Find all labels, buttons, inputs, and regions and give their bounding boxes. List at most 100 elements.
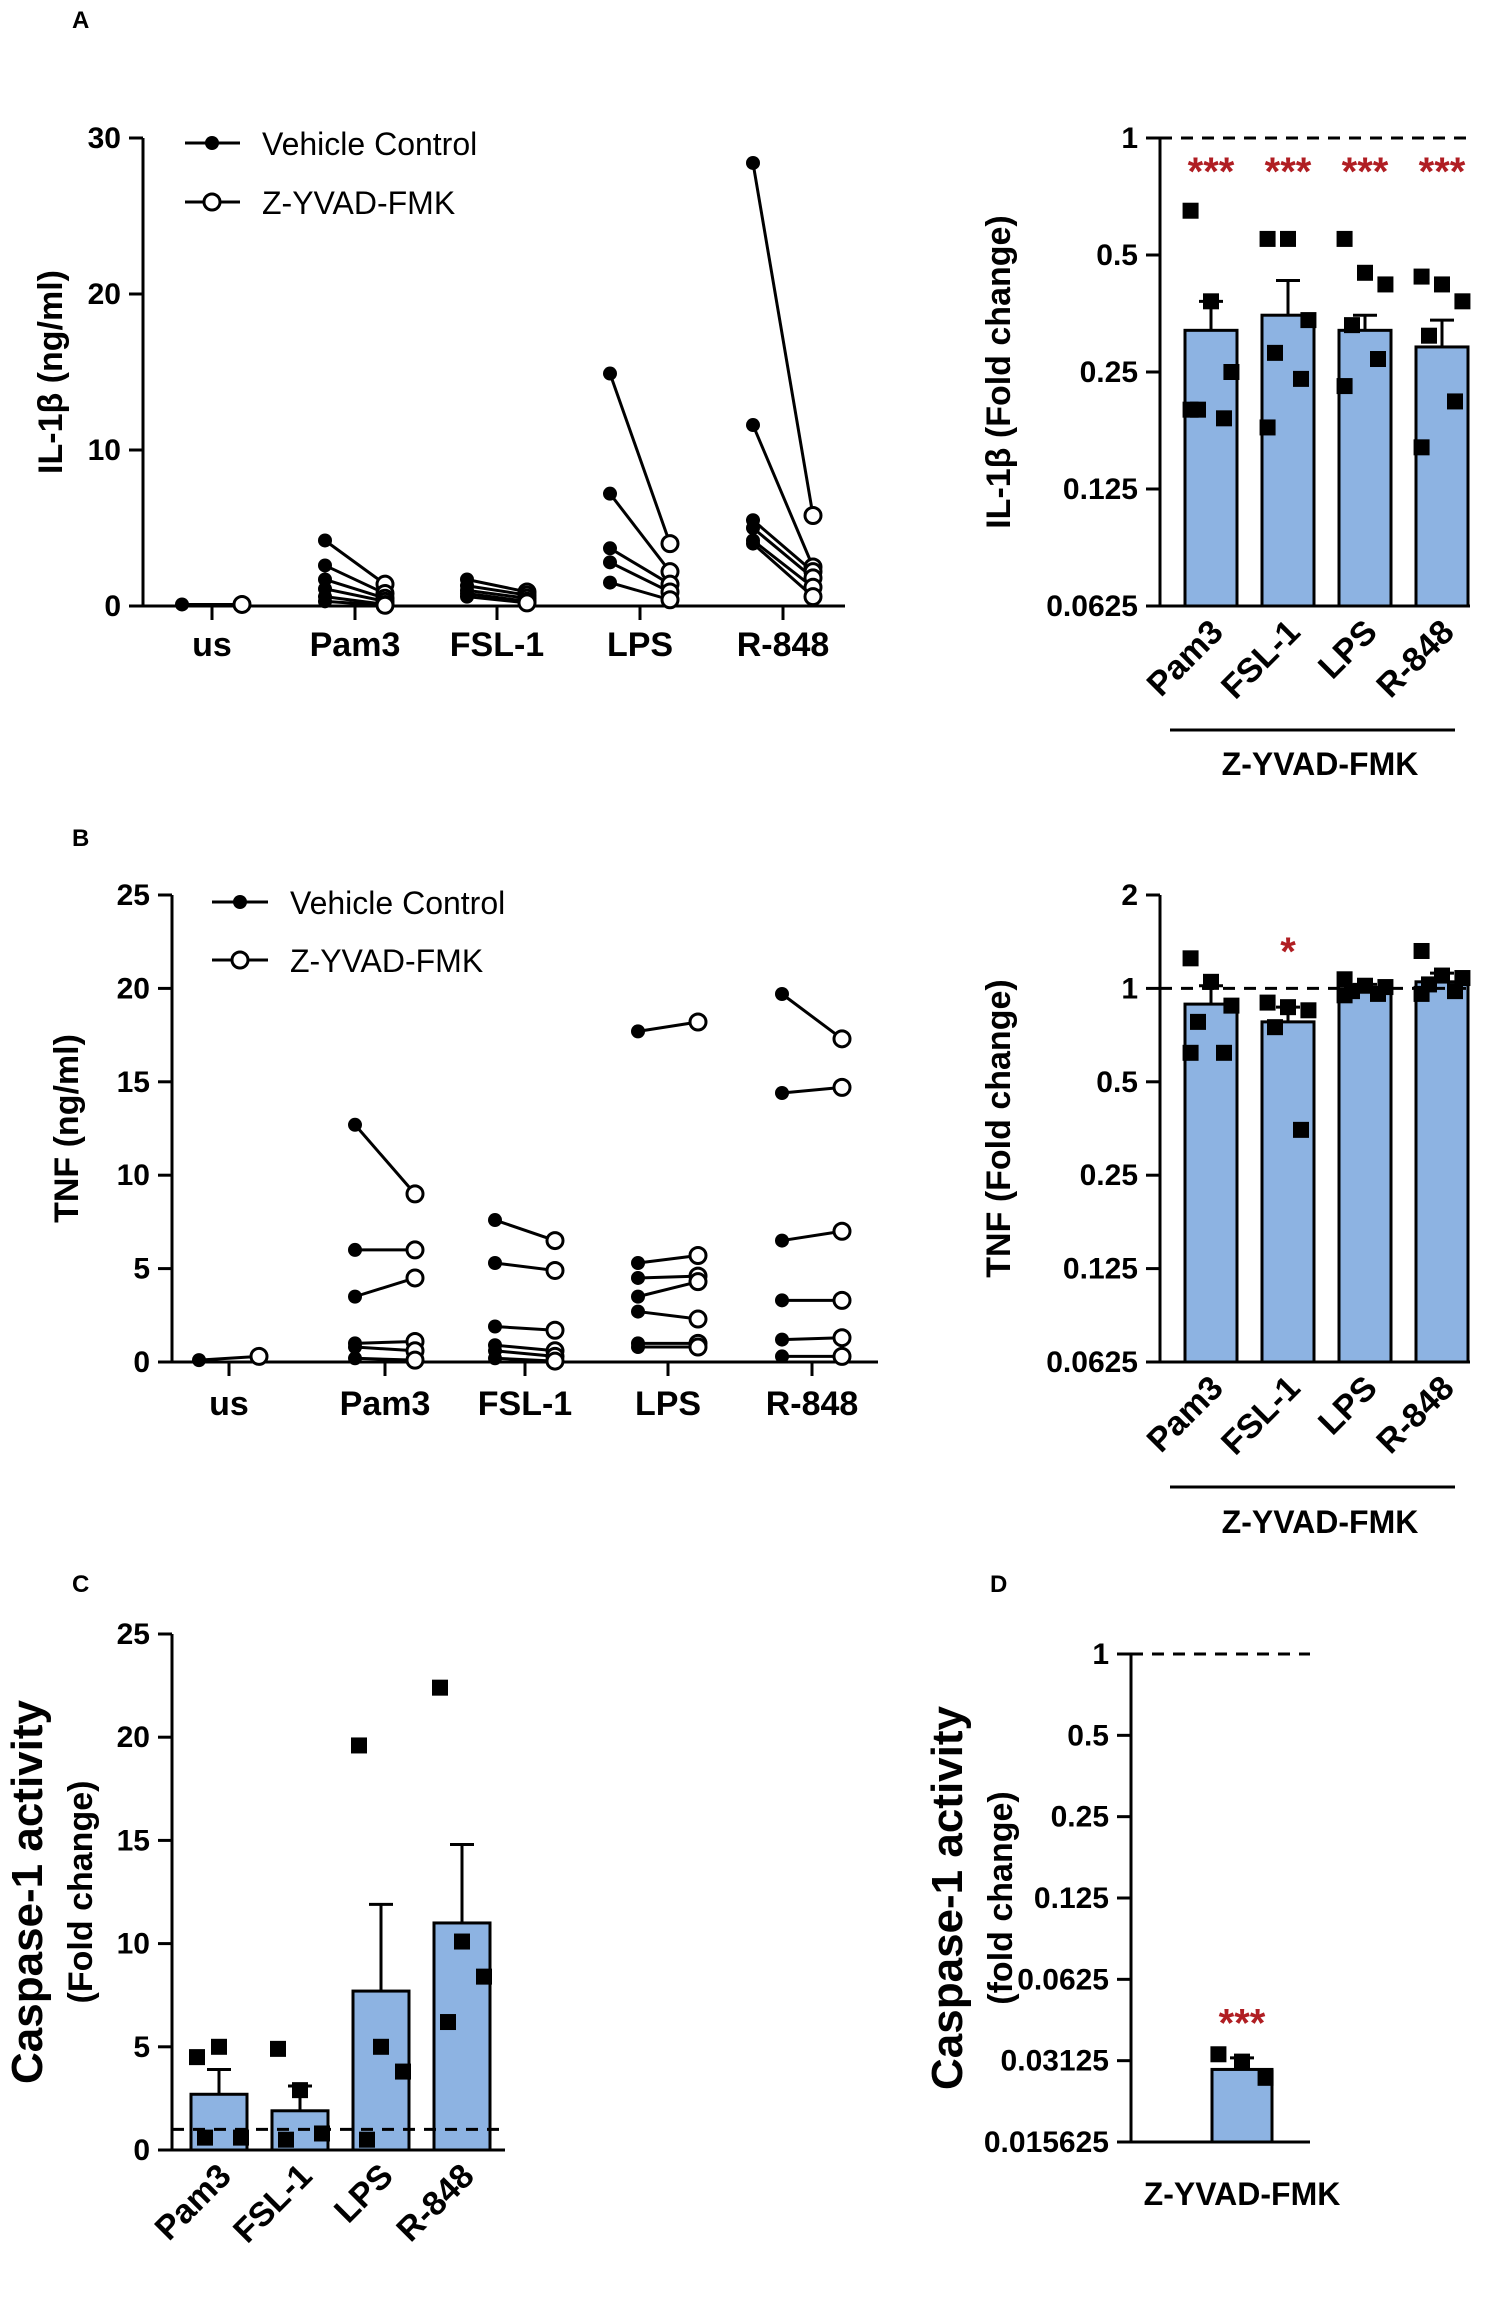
- data-point: [1336, 230, 1353, 247]
- data-point: [1370, 351, 1386, 368]
- vehicle-point: [488, 1351, 502, 1366]
- y-tick-label: 0.25: [1051, 1801, 1109, 1834]
- x-category-label: LPS: [635, 1385, 701, 1423]
- y-tick-label: 0: [133, 2134, 150, 2167]
- data-point: [1454, 970, 1471, 987]
- data-point: [1259, 994, 1276, 1011]
- y-tick-label: 0: [104, 590, 121, 623]
- vehicle-point: [775, 1086, 789, 1101]
- pair-group-fsl-1: [488, 1213, 565, 1371]
- y-tick-label: 0.5: [1067, 1719, 1109, 1752]
- data-point: [1216, 1044, 1232, 1061]
- pair-connector: [494, 1349, 556, 1358]
- data-point: [351, 1737, 367, 1754]
- data-point: [476, 1968, 492, 1985]
- vehicle-point: [318, 594, 332, 609]
- vehicle-point: [603, 366, 617, 381]
- x-category-label: Pam3: [1140, 1369, 1231, 1460]
- legend-a-vehicle-label: Vehicle Control: [262, 126, 477, 162]
- B-left-y-axis-title: TNF (ng/ml): [48, 1034, 86, 1223]
- bar-r-848: [432, 1921, 492, 2152]
- legend-b-zyvad-label: Z-YVAD-FMK: [290, 943, 483, 979]
- vehicle-point: [603, 486, 617, 501]
- data-point: [1377, 276, 1394, 293]
- x-category-label: Pam3: [310, 626, 401, 664]
- significance-marker: *: [1280, 930, 1296, 974]
- data-point: [1203, 973, 1219, 990]
- zyvad-point: [232, 594, 252, 614]
- zyvad-point: [405, 1350, 425, 1370]
- data-point: [1344, 317, 1360, 334]
- vehicle-point: [192, 1353, 206, 1368]
- vehicle-point: [348, 1242, 362, 1257]
- bar-lps: [1337, 989, 1393, 1364]
- pair-connector: [751, 162, 815, 516]
- panel-letter-d: D: [990, 1571, 1007, 1598]
- significance-marker: ***: [1219, 2001, 1266, 2045]
- data-point: [1357, 264, 1373, 281]
- y-tick-label: 0.25: [1080, 1159, 1138, 1192]
- y-tick-label: 15: [117, 1066, 150, 1099]
- data-point: [233, 2129, 249, 2146]
- zyvad-point: [545, 1351, 565, 1371]
- pair-connector: [494, 1356, 556, 1363]
- y-tick-label: 0.0625: [1046, 1346, 1138, 1379]
- significance-marker: ***: [1342, 150, 1389, 194]
- zyvad-point: [405, 1240, 425, 1260]
- vehicle-point: [631, 1289, 645, 1304]
- data-point: [440, 2014, 456, 2031]
- y-tick-label: 0: [133, 1346, 150, 1379]
- legend-a-zyvad: Z-YVAD-FMK: [185, 185, 455, 221]
- vehicle-point: [488, 1255, 502, 1270]
- bar-lps: [1337, 328, 1393, 608]
- legend-b-vehicle-label: Vehicle Control: [290, 885, 505, 921]
- vehicle-point: [746, 155, 760, 170]
- vehicle-point: [488, 1213, 502, 1228]
- A-left-y-axis-title: IL-1β (ng/ml): [32, 270, 70, 474]
- A-left-y-axis: 0 10 20 30: [88, 122, 145, 623]
- B-right-group-label: Z-YVAD-FMK: [1222, 1504, 1419, 1540]
- vehicle-point: [348, 1289, 362, 1304]
- x-category-label: R-848: [1369, 613, 1461, 705]
- x-category-label: Z-YVAD-FMK: [1144, 2176, 1341, 2212]
- data-point: [1293, 1121, 1309, 1138]
- B-right-y-axis-title: TNF (Fold change): [980, 979, 1018, 1277]
- y-tick-label: 25: [117, 1618, 150, 1651]
- data-point: [373, 2038, 389, 2055]
- B-right-y-axis: 0.0625 0.125 0.25 0.5 1 2: [1046, 879, 1162, 1379]
- data-point: [1259, 230, 1276, 247]
- y-tick-label: 0.5: [1096, 1066, 1138, 1099]
- D-y-axis-title: Caspase-1 activity: [923, 1705, 972, 2090]
- D-y-axis: 0.015625 0.03125 0.0625 0.125 0.25 0.5 1: [984, 1638, 1133, 2159]
- y-tick-label: 0.125: [1063, 1253, 1138, 1286]
- bar-r-848: [1414, 345, 1470, 608]
- significance-marker: ***: [1188, 150, 1235, 194]
- significance-marker: ***: [1419, 150, 1466, 194]
- vehicle-point: [775, 987, 789, 1002]
- data-point: [1257, 2069, 1274, 2086]
- B-left-y-axis: 0 5 10 15 20 25: [117, 879, 174, 1379]
- vehicle-point: [318, 533, 332, 548]
- x-category-label: LPS: [607, 626, 673, 664]
- panel-letter-b: B: [72, 825, 89, 852]
- vehicle-point: [603, 575, 617, 590]
- zyvad-point: [803, 587, 823, 607]
- data-point: [1300, 1002, 1317, 1019]
- data-point: [1370, 985, 1386, 1002]
- y-tick-label: 15: [117, 1824, 150, 1857]
- data-point: [1357, 977, 1373, 994]
- data-point: [1223, 364, 1240, 380]
- zyvad-point: [545, 1260, 565, 1280]
- y-tick-label: 0.03125: [1001, 2045, 1109, 2078]
- vehicle-point: [603, 555, 617, 570]
- vehicle-point: [775, 1332, 789, 1347]
- zyvad-point: [660, 590, 680, 610]
- data-point: [1300, 312, 1317, 329]
- open-marker-icon: [202, 192, 222, 212]
- pair-connector: [608, 373, 672, 545]
- y-tick-label: 30: [88, 122, 121, 155]
- y-tick-label: 20: [88, 278, 121, 311]
- y-tick-label: 0.125: [1063, 473, 1138, 506]
